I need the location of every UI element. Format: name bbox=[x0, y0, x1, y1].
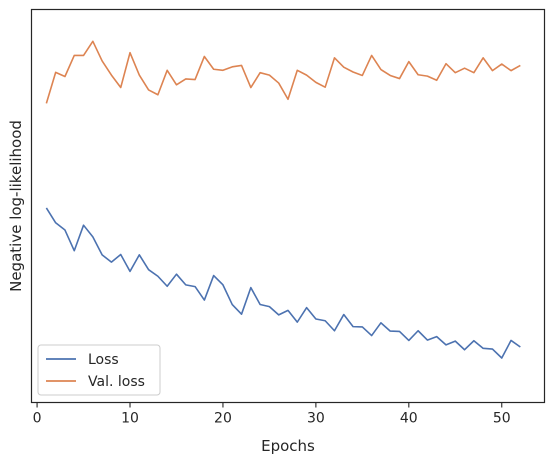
series-line-val-loss bbox=[45, 40, 521, 104]
x-tick-label: 30 bbox=[307, 411, 325, 427]
x-tick-label: 50 bbox=[493, 411, 511, 427]
legend-label: Loss bbox=[88, 352, 119, 368]
x-tick-label: 10 bbox=[121, 411, 139, 427]
series-line-loss bbox=[45, 207, 521, 359]
x-axis: 0 10 20 30 40 50 bbox=[33, 402, 511, 427]
legend: Loss Val. loss bbox=[37, 344, 161, 396]
legend-label: Val. loss bbox=[88, 374, 145, 390]
x-tick-label: 20 bbox=[214, 411, 232, 427]
x-tick-label: 40 bbox=[400, 411, 418, 427]
series-lines bbox=[45, 40, 521, 359]
y-axis-title: Negative log-likelihood bbox=[7, 120, 25, 292]
x-tick-label: 0 bbox=[33, 411, 42, 427]
x-axis-title: Epochs bbox=[261, 437, 315, 455]
axes-frame bbox=[30, 8, 546, 404]
legend-box bbox=[37, 344, 161, 396]
